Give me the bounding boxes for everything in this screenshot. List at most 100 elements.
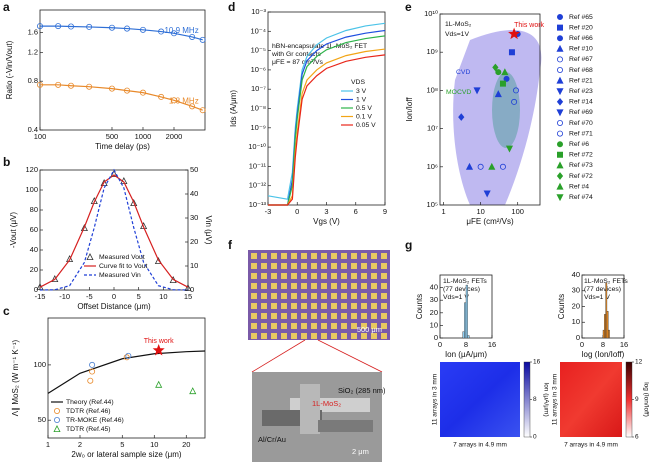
- series-line: [40, 25, 203, 41]
- heatmap: [560, 362, 622, 437]
- x-tick-label: 2000: [166, 132, 183, 141]
- pad: [301, 293, 307, 299]
- marker: [189, 103, 196, 110]
- series-line: [39, 168, 189, 291]
- pad: [341, 273, 347, 279]
- pad: [331, 313, 337, 319]
- y-tick-label: 10⁵: [427, 200, 438, 209]
- pad: [311, 303, 317, 309]
- legend-label: Ref #6: [569, 141, 589, 148]
- legend-label: Theory (Ref.44): [66, 399, 114, 406]
- legend-label: 1 V: [356, 96, 367, 103]
- pad: [341, 263, 347, 269]
- pad: [351, 333, 357, 339]
- pad: [381, 323, 387, 329]
- pad: [311, 273, 317, 279]
- pad: [371, 313, 377, 319]
- pad: [341, 313, 347, 319]
- pad: [361, 293, 367, 299]
- marker: [505, 145, 514, 153]
- y-tick-label: 10⁻⁷: [251, 84, 266, 93]
- x-tick-label: 1000: [135, 132, 152, 141]
- legend-label: 0.1 V: [356, 113, 372, 120]
- bar: [465, 284, 468, 339]
- pad: [291, 293, 297, 299]
- marker: [80, 224, 88, 231]
- pad: [351, 283, 357, 289]
- pad: [291, 303, 297, 309]
- y-tick-label: 10⁸: [426, 85, 438, 94]
- pad: [301, 323, 307, 329]
- pad: [301, 273, 307, 279]
- pad: [371, 283, 377, 289]
- y-axis-label: Counts: [415, 294, 424, 319]
- pad: [251, 293, 257, 299]
- legend-label: Ref #69: [569, 109, 593, 116]
- marker: [124, 87, 131, 94]
- marker: [483, 190, 491, 198]
- image-label: SiO₂ (285 nm): [338, 386, 386, 395]
- colorbar-tick-label: 12: [635, 359, 643, 366]
- pad: [251, 263, 257, 269]
- legend-label: Ref #23: [569, 88, 593, 95]
- panel-label: f: [228, 238, 233, 252]
- legend-label: Ref #21: [569, 77, 593, 84]
- x-tick-label: 20: [182, 440, 190, 449]
- pad: [281, 293, 287, 299]
- series-line: [39, 174, 189, 288]
- marker: [89, 361, 96, 368]
- y-tick-label: 100: [25, 185, 38, 194]
- pad: [271, 253, 277, 259]
- marker: [108, 24, 115, 31]
- pad: [301, 263, 307, 269]
- x-axis-label: Ion (μA/μm): [445, 350, 487, 359]
- marker: [139, 89, 146, 96]
- legend-swatch: [557, 35, 564, 42]
- pad: [291, 263, 297, 269]
- y-tick-label: 40: [30, 245, 38, 254]
- marker: [86, 23, 93, 30]
- marker: [37, 81, 44, 88]
- pad: [361, 263, 367, 269]
- scale-label: 500 μm: [357, 325, 382, 334]
- pad: [321, 263, 327, 269]
- marker: [199, 36, 206, 43]
- pad: [321, 253, 327, 259]
- x-tick-label: 16: [620, 340, 628, 349]
- marker: [55, 81, 62, 88]
- pad: [311, 283, 317, 289]
- legend-title: VDS: [351, 79, 365, 86]
- pad: [271, 303, 277, 309]
- pad: [261, 283, 267, 289]
- pad: [371, 253, 377, 259]
- pad: [331, 323, 337, 329]
- pad: [341, 253, 347, 259]
- pad: [321, 323, 327, 329]
- y-tick-label: 10⁻⁵: [251, 46, 266, 55]
- pad: [341, 323, 347, 329]
- marker: [51, 275, 59, 282]
- annotation: 1L-MoS₂ FETs: [584, 278, 628, 285]
- pad: [351, 303, 357, 309]
- y2-tick-label: 0: [190, 285, 194, 294]
- y-tick-label: 0: [34, 285, 38, 294]
- legend-label: 3 V: [356, 88, 367, 95]
- y-tick-label: 0: [576, 333, 580, 342]
- series-line: [268, 35, 386, 206]
- x-tick-label: 3: [324, 207, 328, 216]
- marker: [170, 30, 177, 37]
- legend-label: Ref #68: [569, 67, 593, 74]
- pad: [371, 303, 377, 309]
- pad: [331, 293, 337, 299]
- legend-swatch: [556, 109, 564, 117]
- annotation: Vds=1 V: [443, 294, 469, 301]
- pad: [341, 333, 347, 339]
- image-label: 1L-MoS₂: [312, 399, 341, 408]
- y-tick-label: 10⁻⁴: [250, 26, 266, 35]
- region-mocvd: [492, 72, 520, 148]
- x-axis-label: log (Ion/Ioff): [582, 350, 625, 359]
- y-axis-label: Ratio (-Vin/Vout): [5, 40, 14, 99]
- y-tick-label: 0.4: [28, 125, 38, 134]
- legend-swatch: [53, 425, 61, 432]
- marker: [499, 163, 506, 170]
